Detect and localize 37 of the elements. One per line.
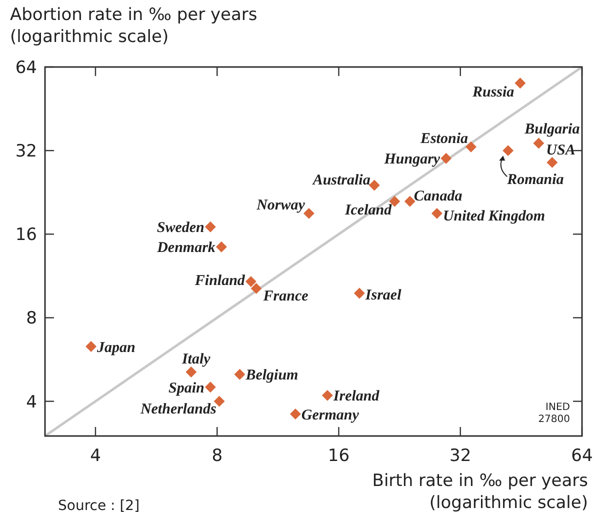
x-tick-label: 4 — [90, 446, 101, 466]
annotation: Estonia — [419, 131, 468, 148]
y-tick-label: 32 — [15, 142, 37, 162]
annotation: France — [262, 288, 309, 305]
x-axis-title: Birth rate in ‰ per years (logarithmic scale) — [372, 471, 588, 512]
y-tick-label: 16 — [15, 225, 37, 246]
y-tick-label: 8 — [26, 308, 37, 329]
y-axis-title: Abortion rate in ‰ per years (logarithmic scale) — [10, 5, 258, 47]
annotation: Norway — [256, 198, 306, 214]
annotation: Italy — [180, 351, 211, 368]
x-tick-label: 64 — [571, 446, 593, 466]
x-tick-label: 8 — [212, 446, 223, 466]
annotation: Iceland — [344, 202, 392, 219]
source-note: Source : [2] — [58, 498, 140, 512]
annotation: Japan — [96, 340, 136, 356]
annotation: INED 27800 — [538, 402, 570, 425]
x-tick-label: 16 — [328, 446, 350, 466]
annotation: Ireland — [332, 388, 380, 405]
annotation: Spain — [168, 380, 204, 396]
annotation: Netherlands — [139, 402, 216, 418]
annotation: Belgium — [244, 368, 298, 384]
annotation: Sweden — [156, 220, 204, 236]
annotation: Bulgaria — [524, 122, 580, 138]
annotation: United Kingdom — [442, 208, 546, 225]
annotation: Hungary — [383, 152, 440, 168]
annotation: Germany — [301, 407, 360, 424]
annotation: Israel — [364, 288, 402, 304]
x-tick-label: 32 — [450, 446, 472, 466]
annotation: Canada — [414, 188, 463, 205]
y-tick-label: 4 — [26, 392, 37, 412]
annotation: Romania — [506, 172, 564, 188]
y-tick-label: 64 — [15, 58, 37, 78]
annotation: USA — [546, 142, 576, 159]
annotation: Russia — [471, 84, 515, 100]
annotation: Denmark — [156, 240, 216, 256]
annotation: Australia — [312, 172, 371, 189]
annotation: Finland — [194, 272, 246, 289]
